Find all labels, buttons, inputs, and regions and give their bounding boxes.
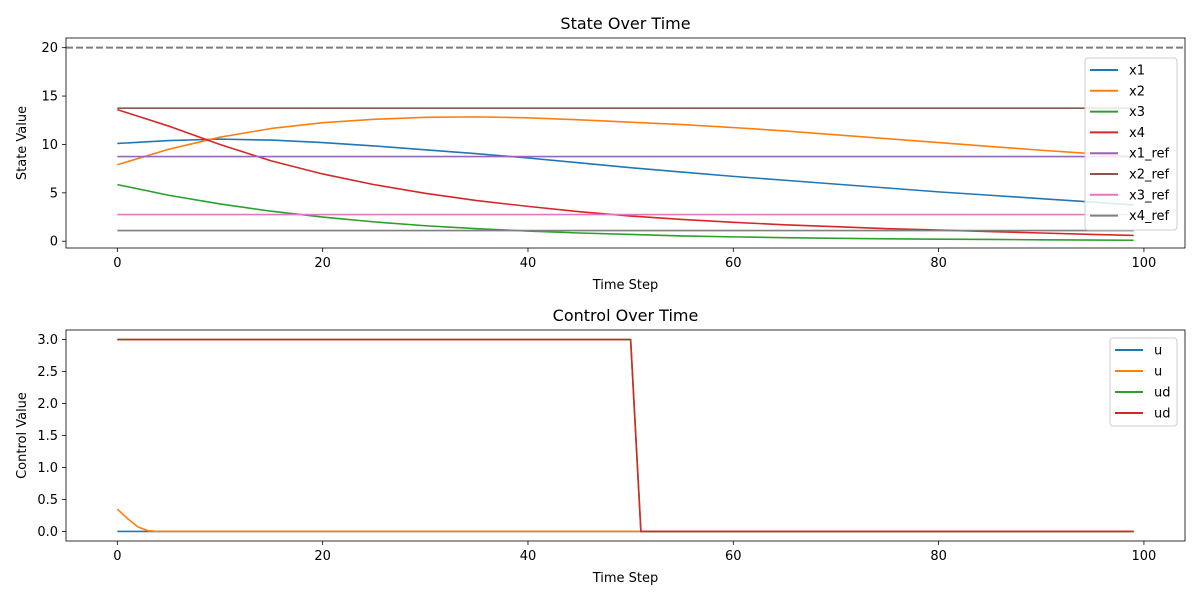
y-tick-label: 0 <box>50 235 58 250</box>
legend-label: x4_ref <box>1129 209 1170 224</box>
legend-box <box>1109 337 1178 427</box>
legend-label: x4 <box>1129 126 1145 141</box>
x-tick-label: 0 <box>113 549 121 564</box>
series-line-x3 <box>117 183 1134 242</box>
x-axis-label: Time Step <box>592 278 659 293</box>
chart-title: Control Over Time <box>553 306 699 325</box>
series-line-ud <box>117 338 1134 533</box>
plot-area <box>116 338 1134 533</box>
legend: uu ud ud <box>1109 337 1178 427</box>
y-tick-label: 0.5 <box>37 493 58 508</box>
legend-label: ud <box>1154 386 1171 401</box>
legend-label: u <box>1154 344 1162 359</box>
x-tick-label: 20 <box>314 549 331 564</box>
y-tick-label: 3.0 <box>37 333 58 348</box>
x-tick-label: 100 <box>1132 549 1157 564</box>
x-tick-label: 0 <box>113 256 121 271</box>
legend-label: u <box>1154 365 1162 380</box>
axes-frame <box>65 37 1186 249</box>
legend-label: ud <box>1154 407 1171 422</box>
chart-1: State Over Time 0 20 40 60 80 100 0 5 10 15 20 Time … <box>15 14 1186 293</box>
legend-label: x1_ref <box>1129 147 1170 162</box>
y-tick-label: 20 <box>41 41 58 56</box>
axes-frame <box>65 329 1186 542</box>
legend-label: x2 <box>1129 84 1145 99</box>
legend-label: x2_ref <box>1129 168 1170 183</box>
y-tick-label: 1.0 <box>37 461 58 476</box>
legend-label: x3 <box>1129 105 1145 120</box>
x-tick-label: 100 <box>1132 256 1157 271</box>
series-line-u <box>116 508 1134 533</box>
legend-label: x1 <box>1129 64 1145 79</box>
y-tick-label: 5 <box>50 186 58 201</box>
series-line-ud <box>117 338 1134 533</box>
series-line-x1 <box>117 138 1134 206</box>
y-axis-label: Control Value <box>15 392 30 479</box>
x-tick-label: 80 <box>930 549 947 564</box>
y-tick-label: 0.0 <box>37 525 58 540</box>
y-axis-label: State Value <box>15 106 30 180</box>
x-tick-label: 40 <box>520 256 537 271</box>
chart-2: Control Over Time 0 20 40 60 80 100 0.0 0.5 1.0 1.… <box>15 306 1186 586</box>
y-tick-label: 2.5 <box>37 365 58 380</box>
legend-label: x3_ref <box>1129 188 1170 203</box>
legend: x1 x2 x3 x4 x1_ref x2_ref x3_ref x4_ref <box>1084 57 1178 231</box>
series-line-x2 <box>117 116 1134 166</box>
chart-title: State Over Time <box>560 14 690 33</box>
x-tick-label: 40 <box>520 549 537 564</box>
x-tick-label: 60 <box>725 256 742 271</box>
plot-area <box>66 46 1185 242</box>
x-tick-label: 60 <box>725 549 742 564</box>
y-tick-label: 2.0 <box>37 397 58 412</box>
x-tick-label: 20 <box>314 256 331 271</box>
x-tick-label: 80 <box>930 256 947 271</box>
x-axis-label: Time Step <box>592 571 659 586</box>
legend-box <box>1084 57 1178 231</box>
y-tick-label: 10 <box>41 138 58 153</box>
y-tick-label: 15 <box>41 90 58 105</box>
y-tick-label: 1.5 <box>37 429 58 444</box>
